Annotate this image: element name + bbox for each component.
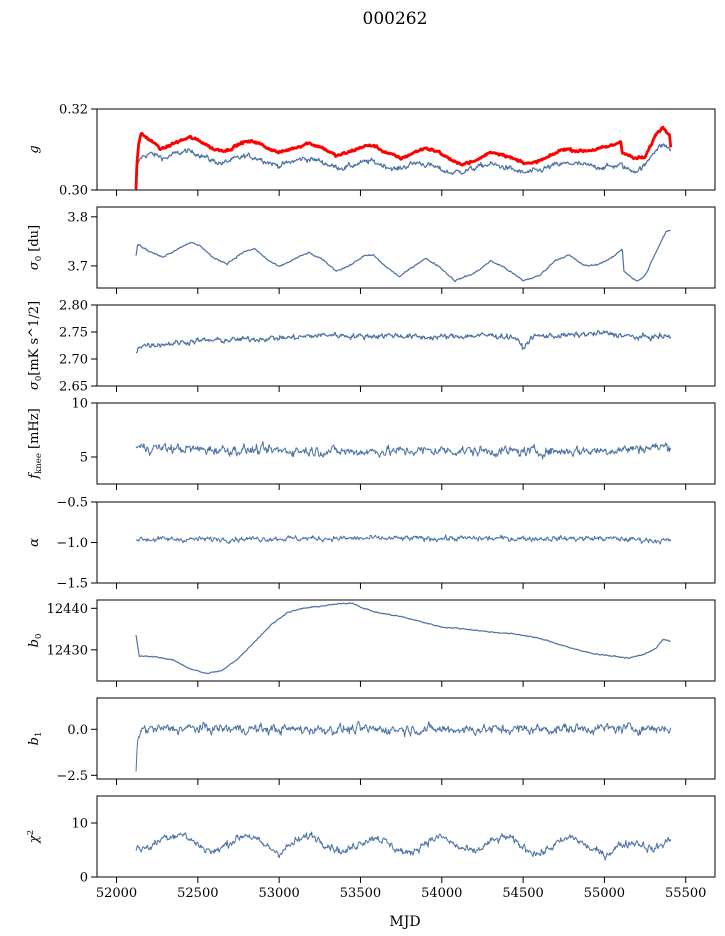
series-line-b0-0 bbox=[135, 602, 671, 675]
ylabel-sub: 0 bbox=[34, 256, 44, 261]
series-line-b1-0 bbox=[135, 720, 672, 772]
y-axis-label-chi2: χ2 bbox=[26, 830, 42, 844]
y-tick-label: 0 bbox=[80, 871, 88, 886]
y-tick-label: 12430 bbox=[47, 643, 88, 658]
y-axis-label-sigma0_mK: σ0[mK s^1/2] bbox=[27, 301, 44, 390]
series-line-sigma0_du-0 bbox=[135, 229, 671, 283]
x-tick-label: 54500 bbox=[502, 886, 543, 901]
panel-g: 0.30 0.32 g bbox=[27, 103, 716, 199]
y-tick-label: 2.75 bbox=[59, 326, 88, 341]
ylabel-after: [du] bbox=[27, 225, 42, 256]
ylabel-main: α bbox=[27, 538, 42, 547]
y-tick-label: 10 bbox=[71, 397, 88, 412]
axes-frame bbox=[96, 304, 716, 387]
ylabel-main: g bbox=[27, 145, 42, 153]
y-axis-label-fknee: fknee [mHz] bbox=[27, 408, 44, 479]
x-tick-label: 52000 bbox=[96, 886, 137, 901]
y-tick-label: 0.30 bbox=[59, 184, 88, 199]
y-tick-label: 0.0 bbox=[67, 723, 88, 738]
ylabel-main: b bbox=[27, 737, 42, 745]
x-axis-label: MJD bbox=[389, 914, 420, 930]
series-line-g-1 bbox=[134, 125, 673, 190]
axes-frame bbox=[96, 599, 716, 682]
x-tick-label: 53500 bbox=[340, 886, 381, 901]
ylabel-main: σ bbox=[27, 260, 42, 270]
ylabel-main: χ bbox=[27, 834, 42, 844]
y-tick-label: −1.5 bbox=[56, 577, 88, 592]
y-tick-label: 5 bbox=[80, 451, 88, 466]
panel-sigma0_du: 3.7 3.8 σ0 [du] bbox=[27, 206, 716, 294]
y-tick-label: 2.70 bbox=[59, 353, 88, 368]
y-tick-label: 0.32 bbox=[59, 103, 88, 118]
panel-chi2: 0 10 52000 52500 53000 53500 54000 54500 55000 55… bbox=[26, 795, 716, 901]
ylabel-sub: 0 bbox=[34, 634, 44, 639]
x-tick-label: 55500 bbox=[665, 886, 706, 901]
series-line-fknee-0 bbox=[135, 440, 672, 460]
ylabel-after: [mHz] bbox=[27, 408, 42, 453]
y-axis-label-b1: b1 bbox=[27, 732, 44, 746]
y-axis-label-alpha: α bbox=[27, 538, 42, 547]
axes-frame bbox=[96, 206, 716, 289]
panel-fknee: 5 10 fknee [mHz] bbox=[27, 397, 716, 490]
ylabel-after: [mK s^1/2] bbox=[27, 301, 42, 376]
x-tick-label: 52500 bbox=[177, 886, 218, 901]
y-axis-label-b0: b0 bbox=[27, 634, 44, 648]
ylabel-sup: 2 bbox=[26, 830, 36, 835]
axes-frame bbox=[96, 501, 716, 584]
y-tick-label: −2.5 bbox=[56, 769, 88, 784]
axes-frame bbox=[96, 795, 716, 878]
ylabel-main: σ bbox=[27, 380, 42, 390]
x-tick-label: 54000 bbox=[421, 886, 462, 901]
y-tick-label: 3.7 bbox=[67, 259, 88, 274]
panel-sigma0_mK: 2.65 2.70 2.75 2.80 σ0[mK s^1/2] bbox=[27, 299, 716, 395]
panel-alpha: −1.5 −1.0 −0.5 α bbox=[27, 496, 716, 592]
ylabel-sub: 0 bbox=[34, 376, 44, 381]
series-line-g-0 bbox=[135, 143, 672, 176]
y-tick-label: 2.80 bbox=[59, 299, 88, 314]
y-axis-label-sigma0_du: σ0 [du] bbox=[27, 225, 44, 270]
series-line-chi2-0 bbox=[135, 831, 672, 861]
panel-b0: 12430 12440 b0 bbox=[27, 599, 716, 687]
y-tick-label: 3.8 bbox=[67, 210, 88, 225]
panel-b1: −2.5 0.0 b1 bbox=[27, 697, 716, 785]
y-tick-label: −1.0 bbox=[56, 536, 88, 551]
axes-frame bbox=[96, 697, 716, 780]
y-tick-label: −0.5 bbox=[56, 496, 88, 511]
axes-frame bbox=[96, 108, 716, 191]
series-line-sigma0_mK-0 bbox=[135, 329, 672, 354]
axes-frame bbox=[96, 402, 716, 485]
ylabel-sub: 1 bbox=[34, 732, 44, 737]
ylabel-main: f bbox=[27, 472, 42, 480]
x-tick-label: 55000 bbox=[584, 886, 625, 901]
figure-title: 000262 bbox=[363, 9, 428, 29]
x-tick-label: 53000 bbox=[258, 886, 299, 901]
y-tick-label: 10 bbox=[71, 817, 88, 832]
y-axis-label-g: g bbox=[27, 145, 42, 153]
ylabel-sub: knee bbox=[34, 453, 44, 474]
series-line-alpha-0 bbox=[135, 534, 672, 545]
y-tick-label: 2.65 bbox=[59, 380, 88, 395]
ylabel-main: b bbox=[27, 639, 42, 647]
y-tick-label: 12440 bbox=[47, 602, 88, 617]
